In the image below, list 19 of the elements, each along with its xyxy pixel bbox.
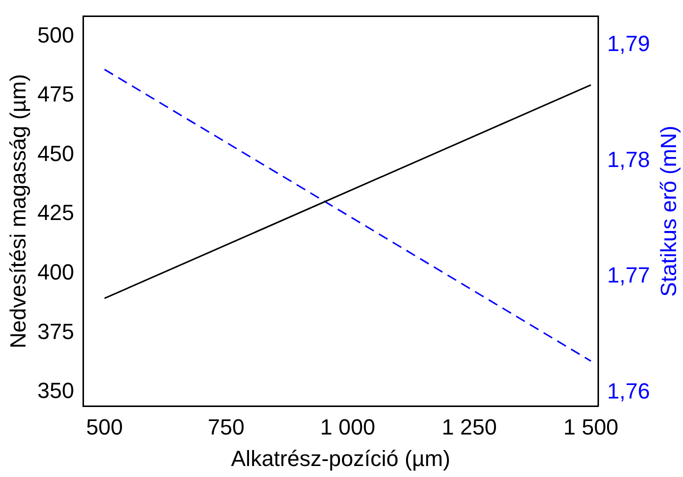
y-tick-label: 375 — [37, 318, 74, 344]
y-tick-label: 475 — [37, 82, 74, 107]
y2-tick-label: 1,77 — [607, 262, 650, 288]
y2-tick-label: 1,79 — [607, 31, 650, 56]
y-tick-label: 500 — [37, 22, 74, 48]
y-tick-label: 425 — [37, 200, 74, 226]
y-tick-label: 450 — [37, 140, 74, 166]
x-tick-label: 1 500 — [563, 414, 618, 440]
y-tick-label: 400 — [37, 259, 74, 284]
y-tick-label: 350 — [37, 378, 74, 404]
y2-tick-label: 1,78 — [607, 146, 650, 172]
x-axis-title: Alkatrész-pozíció (µm) — [231, 446, 450, 471]
x-tick-label: 750 — [208, 414, 244, 440]
y-axis-title: Nedvesítési magasság (µm) — [5, 74, 30, 348]
x-tick-label: 1 000 — [320, 414, 376, 440]
y2-tick-label: 1,76 — [607, 378, 650, 404]
y2-axis-title: Statikus erő (mN) — [656, 126, 682, 297]
x-tick-label: 1 250 — [442, 414, 497, 440]
x-tick-label: 500 — [86, 414, 123, 440]
